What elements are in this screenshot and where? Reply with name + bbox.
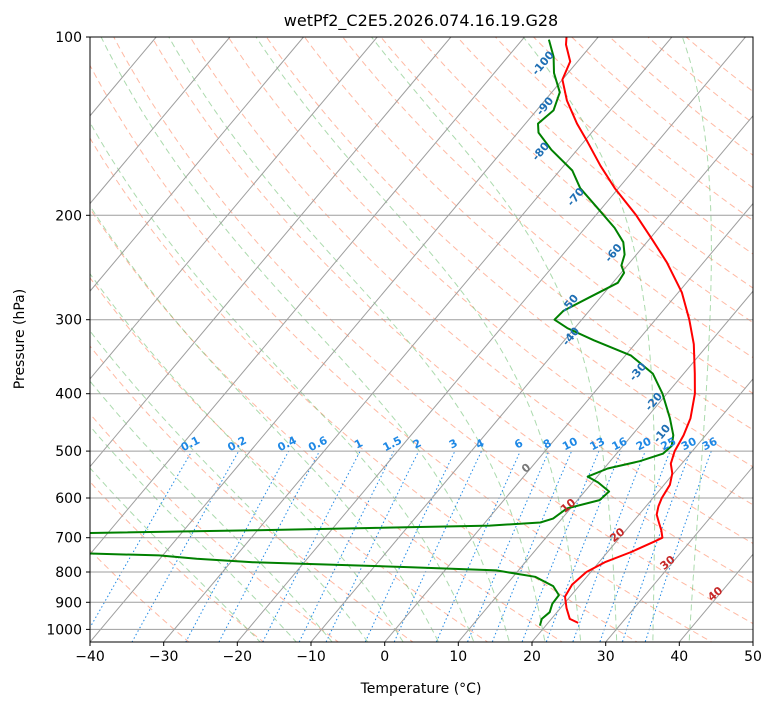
temperature-profile-line <box>561 37 696 624</box>
y-tick-label: 500 <box>55 444 82 460</box>
y-tick-label: 600 <box>55 491 82 507</box>
mixing-ratio-line <box>218 450 320 642</box>
isotherm-line <box>752 641 753 642</box>
mixing-ratio-line <box>298 450 395 642</box>
x-tick-label: 20 <box>523 649 541 665</box>
mixing-ratio-label: 25 <box>659 435 679 454</box>
moist-adiabat-line <box>90 380 333 642</box>
isotherm-line <box>90 37 599 642</box>
mixing-ratio-label: 10 <box>560 435 580 454</box>
isotherm-line <box>90 37 525 556</box>
y-tick-label: 200 <box>55 208 82 224</box>
y-tick-label: 900 <box>55 595 82 611</box>
moist-adiabat-line <box>255 37 582 642</box>
x-tick-label: 30 <box>597 649 615 665</box>
dry-adiabat-line <box>456 37 753 289</box>
y-tick-label: 700 <box>55 531 82 547</box>
isotherm-line <box>90 37 378 380</box>
x-tick-label: 40 <box>670 649 688 665</box>
mixing-ratio-line <box>90 450 193 629</box>
y-tick-label: 300 <box>55 313 82 329</box>
isotherm-line <box>457 290 753 642</box>
isotherm-line <box>90 37 304 292</box>
profile-layer <box>90 37 696 626</box>
y-axis-ticks: 100 200 300 400 500 600 700 800 900 1000 <box>46 30 90 638</box>
dry-adiabat-line <box>90 64 713 642</box>
mixing-ratio-label: 36 <box>700 435 720 454</box>
dry-adiabat-line <box>418 37 753 324</box>
mixing-ratio-label: 13 <box>588 435 608 454</box>
mixing-ratio-line <box>185 450 290 642</box>
moist-adiabat-line <box>681 37 712 642</box>
mixing-ratio-line <box>325 450 420 642</box>
moist-adiabat-line <box>90 425 297 642</box>
x-tick-label: 50 <box>744 649 762 665</box>
x-axis-title: Temperature (°C) <box>360 681 482 697</box>
mixing-ratio-label: 20 <box>634 435 654 454</box>
x-tick-label: −10 <box>296 649 326 665</box>
y-tick-label: 800 <box>55 565 82 581</box>
x-tick-label: −20 <box>223 649 253 665</box>
moist-adiabat-line <box>90 121 475 642</box>
x-axis-ticks: −40 −30 −20 −10 0 10 20 30 40 50 <box>75 642 762 665</box>
chart-title: wetPf2_C2E5.2026.074.16.19.G28 <box>284 11 558 31</box>
isotherm-line <box>531 378 753 642</box>
x-tick-label: 0 <box>380 649 389 665</box>
x-tick-label: −40 <box>75 649 105 665</box>
dry-adiabat-line <box>90 413 340 642</box>
dewpoint-profile-line <box>90 39 675 626</box>
y-tick-label: 400 <box>55 387 82 403</box>
dry-adiabat-line <box>90 345 414 642</box>
x-tick-label: −30 <box>149 649 179 665</box>
moist-adiabat-line <box>90 205 440 642</box>
isotherm-line <box>310 115 753 642</box>
moist-adiabat-line <box>100 37 510 642</box>
dry-adiabat-line <box>342 37 753 394</box>
mixing-ratio-label: 16 <box>610 435 630 454</box>
dry-adiabat-line <box>303 37 753 431</box>
y-tick-label: 100 <box>55 30 82 46</box>
y-axis-title: Pressure (hPa) <box>12 289 28 389</box>
isotherm-line <box>163 37 673 642</box>
grid-layer <box>0 37 753 642</box>
mixing-ratio-label: 30 <box>679 435 699 454</box>
dry-adiabat-line <box>113 37 753 625</box>
plot-background <box>90 37 753 642</box>
isotherm-line <box>605 465 753 642</box>
isotherm-line <box>0 37 9 642</box>
isotherm-line <box>90 37 231 205</box>
dry-adiabat-line <box>90 549 190 642</box>
moist-adiabat-line <box>90 467 261 642</box>
mixing-ratio-line <box>599 450 671 642</box>
y-tick-label: 1000 <box>46 622 82 638</box>
mixing-ratio-line <box>644 450 712 642</box>
isotherm-line <box>384 202 753 642</box>
dry-adiabat-line <box>265 37 753 468</box>
moist-adiabat-line <box>90 330 369 642</box>
plot-frame <box>89 36 754 643</box>
isotherm-line <box>236 37 746 642</box>
mixing-ratio-line <box>621 450 691 642</box>
mixing-ratio-line <box>491 450 573 642</box>
dry-adiabat-line <box>90 207 564 642</box>
x-tick-label: 10 <box>449 649 467 665</box>
moist-adiabat-line <box>168 37 546 642</box>
isotherm-line <box>90 37 452 468</box>
